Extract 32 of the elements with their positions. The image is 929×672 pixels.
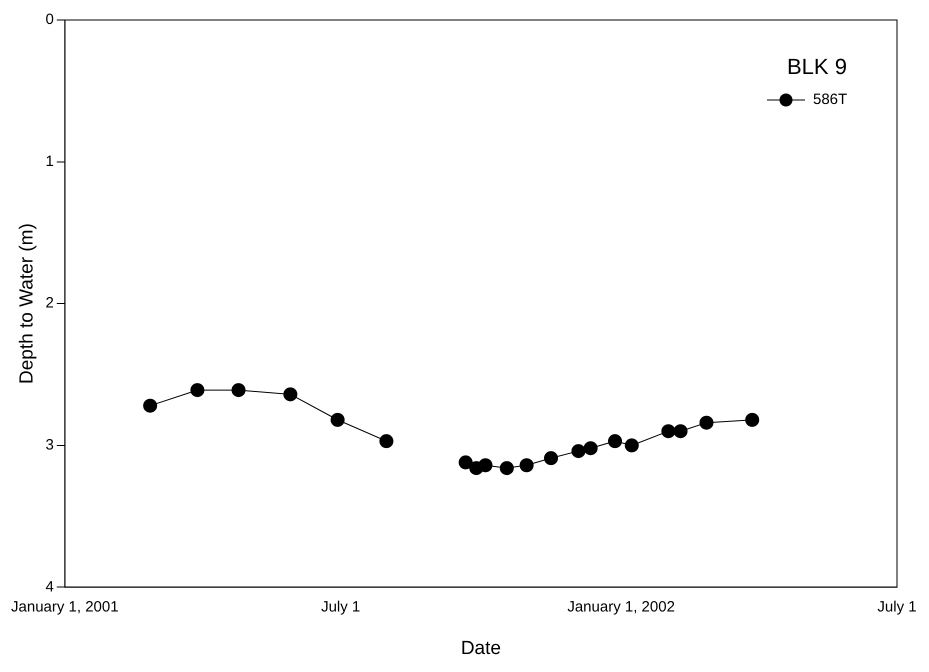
point	[624, 438, 639, 452]
point	[661, 424, 676, 438]
y-tick-label: 3	[45, 436, 54, 454]
y-axis-title: Depth to Water (m)	[16, 223, 38, 384]
legend-label: 586T	[813, 91, 848, 108]
point	[608, 434, 622, 448]
point	[330, 412, 345, 427]
x-tick-label: July 1	[321, 598, 360, 616]
y-tick-label: 0	[45, 11, 54, 28]
point	[500, 461, 514, 476]
point	[584, 441, 598, 456]
point	[283, 387, 298, 402]
point	[520, 458, 534, 472]
x-tick-label: January 1, 2002	[567, 598, 675, 616]
point	[379, 434, 394, 448]
x-tick-label: January 1, 2001	[11, 598, 119, 616]
x-tick-label: July 1	[877, 598, 917, 616]
x-axis-title: Date	[460, 638, 501, 659]
point	[232, 383, 246, 398]
point	[674, 424, 688, 438]
point	[571, 444, 586, 458]
point	[458, 455, 473, 470]
point	[745, 412, 760, 427]
y-tick-label: 1	[45, 152, 54, 170]
point	[544, 451, 558, 466]
point	[143, 398, 158, 413]
y-tick-label: 4	[45, 578, 54, 596]
point	[478, 458, 492, 472]
y-tick-label: 2	[45, 294, 54, 312]
point	[699, 416, 714, 430]
point	[190, 383, 204, 398]
legend-title: BLK 9	[787, 54, 847, 80]
